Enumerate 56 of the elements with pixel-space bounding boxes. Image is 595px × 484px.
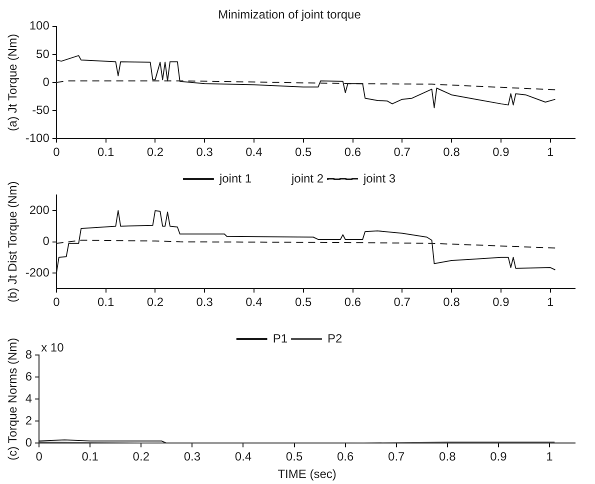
y-axis-title: (c) Torque Norms (Nm) xyxy=(6,338,20,460)
x-tick-label: 0.9 xyxy=(492,295,510,310)
x-tick-label: 0.7 xyxy=(388,450,406,464)
x-axis-title: TIME (sec) xyxy=(278,467,336,482)
x-tick-label: 0.5 xyxy=(286,450,303,464)
x-tick-label: 0.2 xyxy=(132,450,150,464)
y-tick-label: -50 xyxy=(32,102,50,117)
x-tick-label: 0.3 xyxy=(184,450,201,464)
x-tick-label: 0.5 xyxy=(295,145,312,160)
y-tick-label: 0 xyxy=(42,234,50,248)
x-tick-label: 0.5 xyxy=(295,295,312,310)
x-tick-label: 0.1 xyxy=(97,145,114,160)
y-tick-label: -100 xyxy=(25,130,50,145)
y-tick-label: 0 xyxy=(25,436,32,450)
x-tick-label: 0.6 xyxy=(344,295,362,310)
y-tick-label: 6 xyxy=(25,369,32,384)
x-tick-label: 0.4 xyxy=(246,295,263,310)
x-tick-label: 0.8 xyxy=(443,145,460,160)
y-tick-label: 200 xyxy=(29,202,50,217)
x-tick-label: 1 xyxy=(546,145,554,160)
x-tick-label: 0.6 xyxy=(344,145,362,160)
text: x 10 xyxy=(41,340,64,354)
y-tick-label: 2 xyxy=(25,413,32,428)
y-tick-label: 8 xyxy=(25,347,32,362)
x-tick-label: 0.3 xyxy=(196,145,214,160)
legend-label: joint 1 xyxy=(218,171,252,186)
legend-label: P2 xyxy=(328,331,343,346)
x-tick-label: 0.4 xyxy=(246,145,263,160)
y-axis-title: (b) Jt Dist Torque (Nm) xyxy=(6,181,20,302)
x-tick-label: 0.6 xyxy=(336,450,354,464)
text: joint 2 xyxy=(290,171,324,186)
x-tick-label: 0.9 xyxy=(490,450,508,464)
x-tick-label: 1 xyxy=(546,450,554,464)
x-tick-label: 0.1 xyxy=(97,295,114,310)
y-tick-label: 100 xyxy=(29,18,50,33)
x-tick-label: 0.7 xyxy=(394,145,411,160)
y-tick-label: 50 xyxy=(36,46,50,61)
x-tick-label: 0.7 xyxy=(394,295,411,310)
legend-label: P1 xyxy=(272,331,288,346)
x-tick-label: 1 xyxy=(546,295,554,310)
x-tick-label: 0.3 xyxy=(196,295,214,310)
x-tick-label: 0 xyxy=(53,295,60,310)
y-tick-label: 0 xyxy=(42,74,50,89)
x-tick-label: 0.2 xyxy=(146,295,164,310)
x-tick-label: 0.9 xyxy=(492,145,510,160)
x-tick-label: 0.8 xyxy=(439,450,456,464)
legend-label: joint 3 xyxy=(362,171,396,186)
y-axis-title: (a) Jt Torque (Nm) xyxy=(6,34,20,132)
y-tick-label: 4 xyxy=(25,391,32,406)
x-tick-label: 0.8 xyxy=(443,295,460,310)
x-tick-label: 0 xyxy=(53,145,60,160)
y-tick-label: -200 xyxy=(25,265,50,280)
x-tick-label: 0.1 xyxy=(82,450,99,464)
x-tick-label: 0.4 xyxy=(234,450,252,464)
x-tick-label: 0.2 xyxy=(146,145,164,160)
chart-title: Minimization of joint torque xyxy=(218,8,362,22)
